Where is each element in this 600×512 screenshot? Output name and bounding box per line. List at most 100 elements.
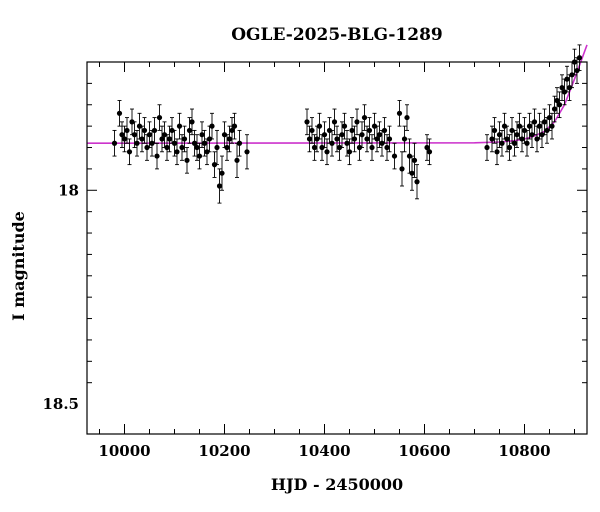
- data-point: [491, 127, 498, 134]
- data-point: [514, 132, 520, 138]
- data-point: [369, 144, 375, 151]
- data-point: [561, 89, 568, 95]
- data-point: [119, 132, 125, 138]
- data-point: [304, 119, 310, 125]
- data-point: [551, 106, 558, 112]
- data-point: [496, 132, 503, 138]
- data-point: [384, 144, 390, 151]
- data-point: [366, 127, 373, 134]
- data-point: [406, 153, 413, 159]
- data-point: [351, 136, 358, 142]
- data-point: [509, 127, 515, 134]
- data-point: [234, 157, 240, 163]
- data-point: [139, 136, 145, 142]
- data-point: [216, 183, 223, 189]
- data-point: [324, 149, 330, 155]
- data-point: [311, 144, 318, 151]
- data-point: [191, 140, 198, 146]
- data-point: [376, 132, 383, 138]
- data-point: [176, 123, 183, 129]
- data-point: [221, 132, 228, 138]
- data-point: [554, 97, 560, 104]
- data-point: [361, 114, 368, 121]
- data-point: [194, 144, 200, 151]
- data-point: [549, 123, 555, 129]
- data-point: [179, 144, 185, 151]
- data-point: [186, 127, 193, 134]
- data-point: [111, 140, 118, 146]
- data-point: [199, 132, 205, 138]
- data-point: [521, 127, 528, 134]
- data-point: [169, 127, 175, 134]
- model-curve: [86, 44, 588, 144]
- data-point: [506, 144, 513, 151]
- data-point: [214, 144, 220, 151]
- data-point: [209, 123, 215, 129]
- x-tick-label: 10400: [298, 442, 350, 460]
- data-point: [499, 140, 505, 146]
- data-point: [484, 144, 490, 151]
- data-point: [171, 140, 178, 146]
- x-tick-label: 10000: [98, 442, 150, 460]
- plot-area: 100001020010400106001080017.51818.5: [42, 44, 588, 460]
- data-point: [374, 136, 380, 142]
- x-tick-label: 10200: [198, 442, 250, 460]
- data-point: [134, 140, 140, 146]
- data-point: [391, 153, 398, 159]
- data-point: [489, 136, 495, 142]
- data-point: [544, 127, 550, 134]
- data-point: [136, 123, 143, 129]
- data-point: [346, 149, 353, 155]
- data-point: [334, 136, 340, 142]
- data-point: [181, 136, 188, 142]
- data-point: [166, 136, 173, 142]
- data-point: [159, 136, 165, 142]
- data-point: [534, 136, 540, 142]
- data-point: [364, 136, 370, 142]
- data-point: [314, 136, 320, 142]
- data-point: [526, 123, 533, 129]
- data-point: [116, 110, 123, 116]
- data-point: [204, 149, 210, 155]
- data-point: [541, 119, 548, 125]
- data-point: [494, 149, 500, 155]
- data-point: [399, 166, 405, 172]
- data-point: [196, 153, 203, 159]
- data-point: [504, 136, 510, 142]
- data-point: [396, 110, 403, 116]
- data-point: [161, 132, 168, 138]
- data-point: [326, 127, 333, 134]
- data-point: [414, 179, 420, 185]
- data-point: [386, 136, 393, 142]
- data-point: [329, 140, 335, 146]
- data-point: [154, 153, 160, 159]
- data-point: [129, 119, 135, 125]
- data-point: [229, 127, 235, 134]
- data-point: [219, 170, 225, 176]
- data-point: [244, 149, 250, 155]
- data-point: [539, 132, 545, 138]
- data-point: [316, 123, 323, 129]
- data-point: [411, 157, 418, 163]
- y-tick-label: 18: [58, 181, 79, 199]
- data-point: [149, 140, 155, 146]
- data-point: [141, 127, 148, 134]
- data-point: [321, 132, 328, 138]
- y-axis-label: I magnitude: [9, 211, 28, 321]
- data-point: [151, 127, 158, 134]
- data-point: [409, 170, 415, 176]
- data-point: [131, 132, 138, 138]
- data-point: [371, 123, 378, 129]
- x-tick-label: 10600: [398, 442, 450, 460]
- data-point: [156, 114, 163, 121]
- data-point: [121, 136, 128, 142]
- data-point: [344, 140, 350, 146]
- x-tick-label: 10800: [498, 442, 550, 460]
- data-point: [349, 127, 355, 134]
- data-point: [559, 85, 565, 91]
- data-point: [529, 132, 535, 138]
- data-point: [574, 67, 580, 74]
- data-point: [124, 127, 130, 134]
- data-point: [359, 132, 365, 138]
